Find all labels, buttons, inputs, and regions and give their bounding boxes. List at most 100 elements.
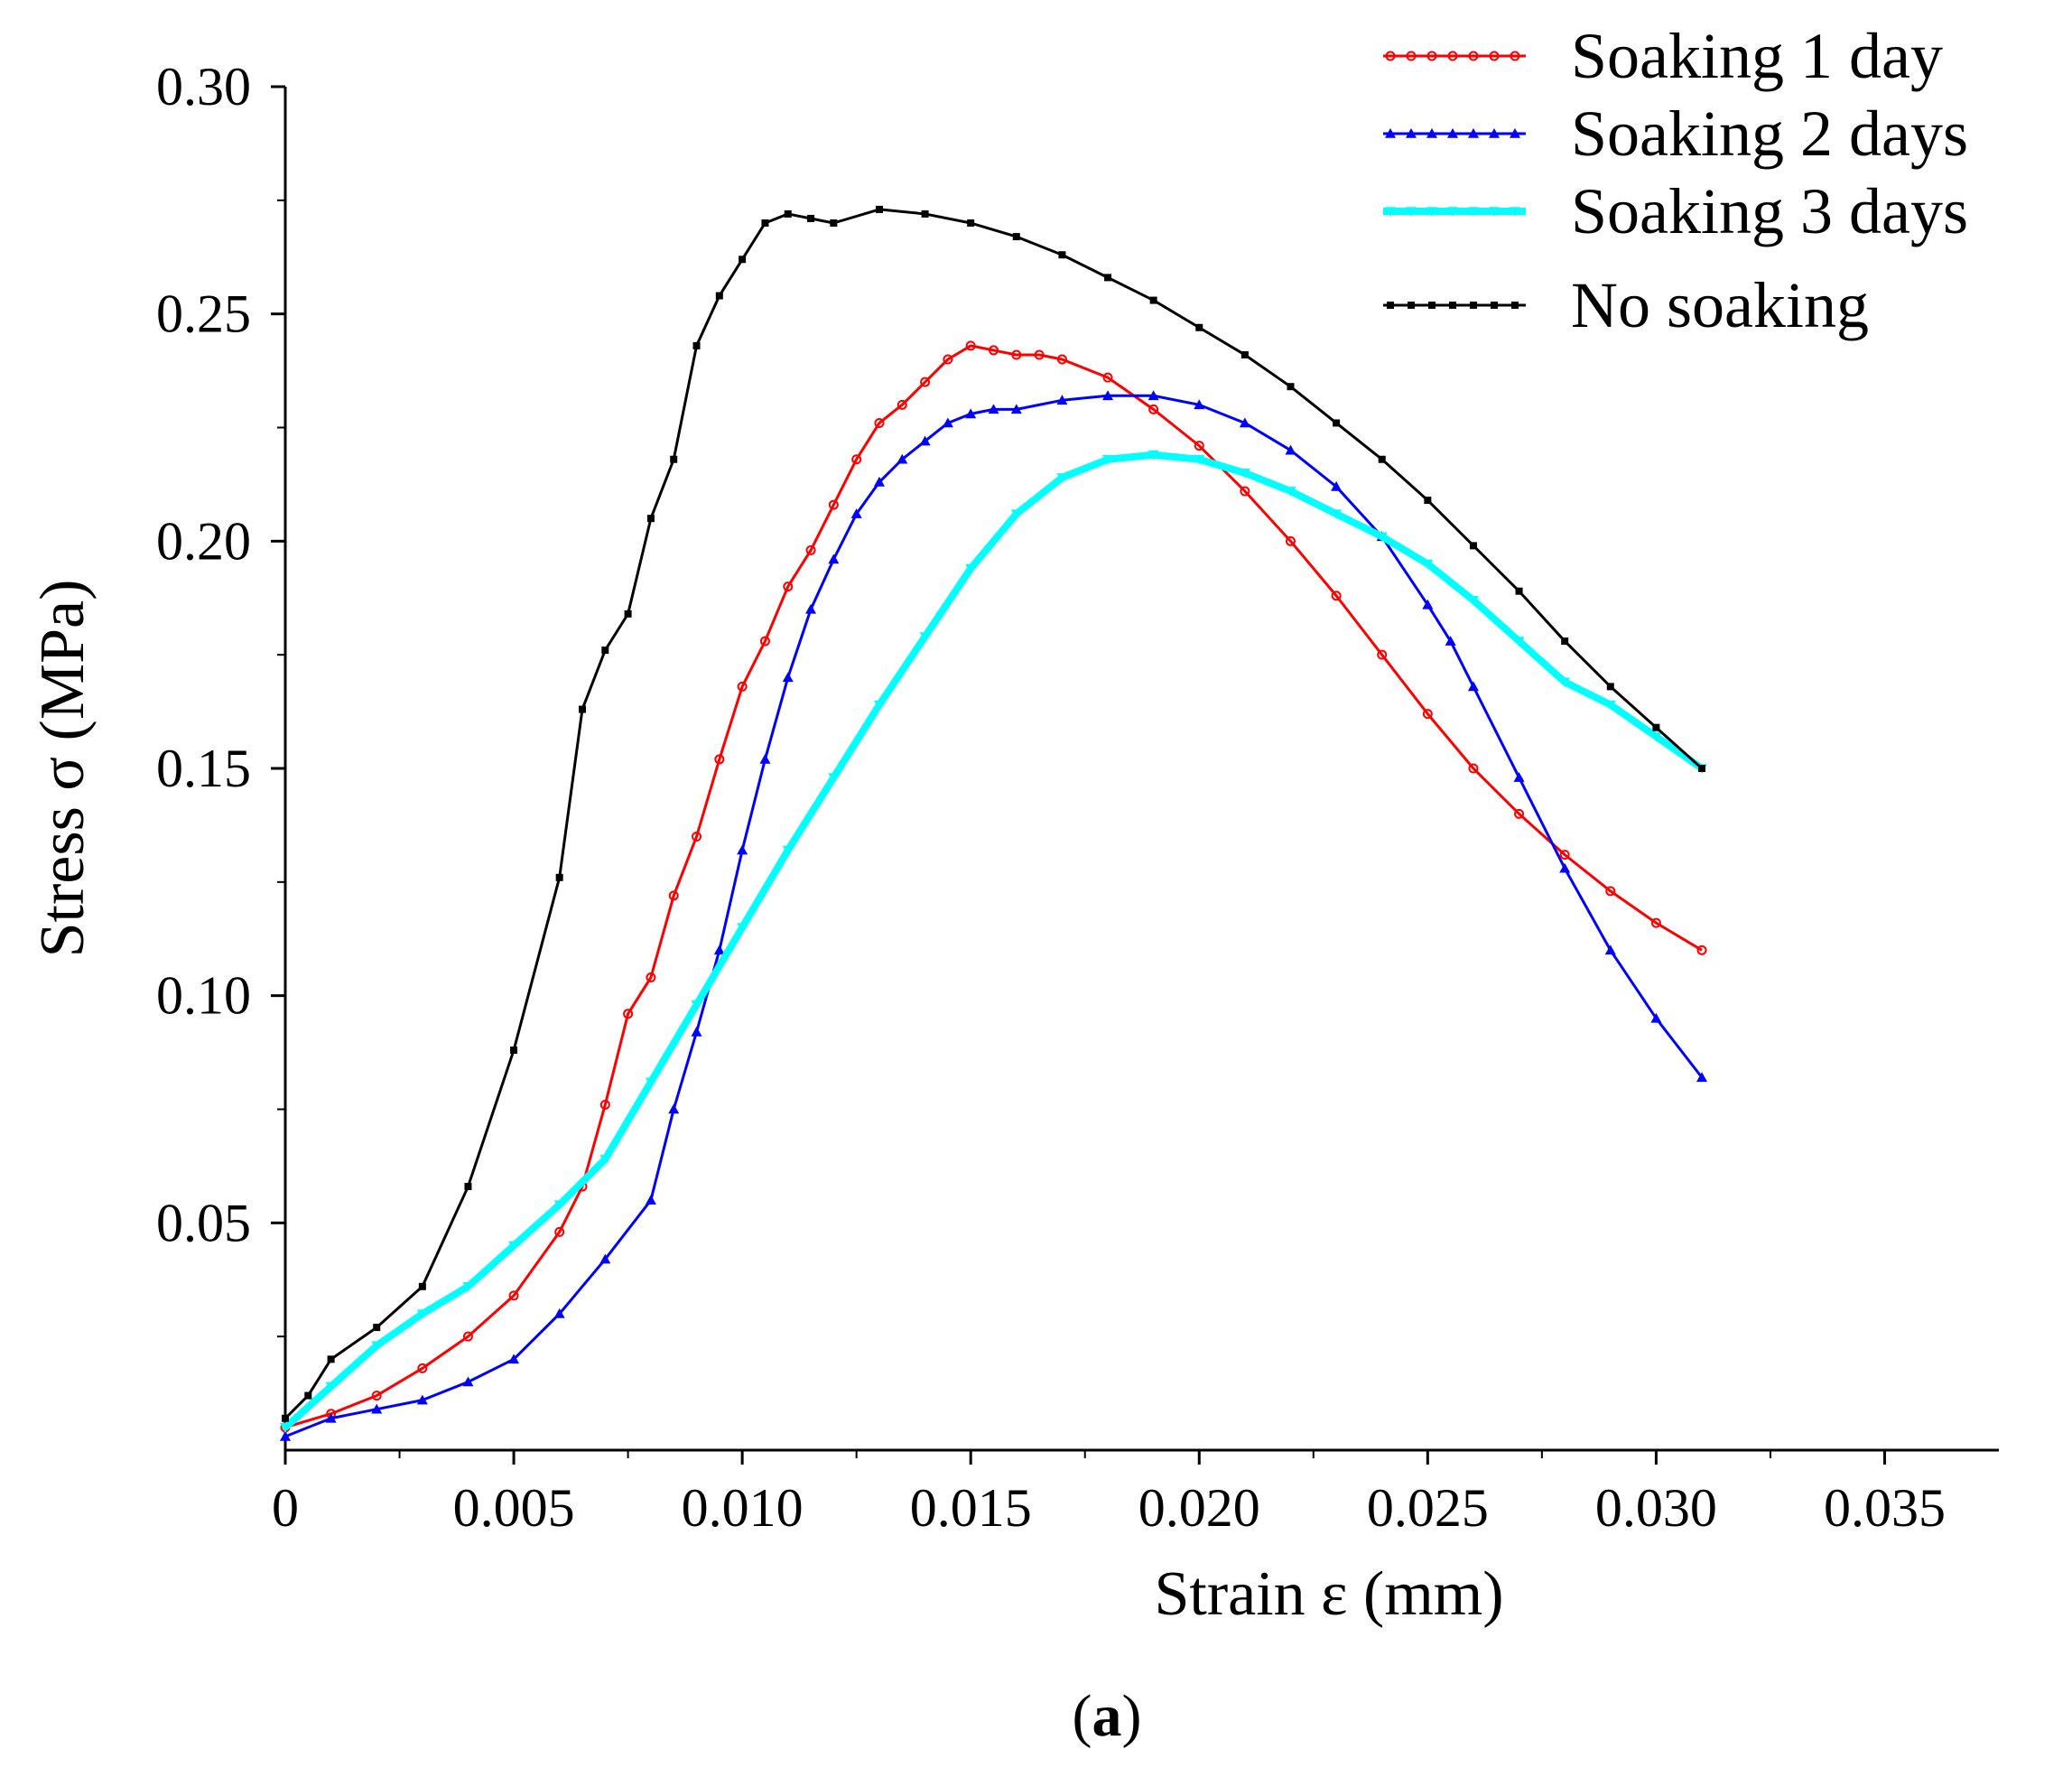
- data-point: [921, 209, 929, 218]
- data-point: [1240, 486, 1250, 497]
- data-point: [325, 1382, 337, 1392]
- x-tick-label: 0.025: [1367, 1478, 1489, 1538]
- data-point: [646, 972, 656, 983]
- legend-marker: [1447, 128, 1458, 138]
- data-point: [553, 1200, 565, 1211]
- legend-marker: [1511, 302, 1519, 309]
- data-point: [418, 1282, 426, 1290]
- data-point: [1376, 532, 1388, 543]
- data-point: [1515, 587, 1523, 595]
- legend-marker: [1387, 302, 1394, 309]
- data-point: [828, 499, 839, 510]
- data-point: [1561, 637, 1569, 646]
- y-tick-label: 0.25: [156, 284, 251, 344]
- data-point: [1467, 681, 1479, 692]
- data-point: [783, 581, 794, 592]
- data-point: [578, 705, 586, 713]
- data-point: [1149, 296, 1157, 304]
- legend-marker: [1489, 51, 1500, 61]
- data-point: [1331, 509, 1343, 520]
- data-point: [601, 647, 609, 655]
- series-no-soaking: [282, 205, 1706, 1422]
- legend-marker: [1489, 207, 1500, 217]
- data-point: [782, 672, 794, 683]
- ticks: 0 0.005 0.010 0.015 0.020 0.025 0.030 0.035 0.05…: [156, 57, 1946, 1538]
- data-point: [782, 845, 794, 856]
- data-point: [508, 1241, 520, 1251]
- legend-item-soaking-2-days: Soaking 2 days: [1383, 98, 1968, 170]
- data-point: [1102, 372, 1113, 383]
- x-tick-label: 0.005: [453, 1478, 575, 1538]
- data-point: [830, 219, 838, 227]
- y-tick-label: 0.05: [156, 1193, 251, 1252]
- series-line-soaking-3-days: [283, 451, 1705, 1430]
- data-point: [1195, 323, 1203, 331]
- data-point: [645, 1195, 656, 1205]
- data-point: [942, 417, 953, 428]
- data-point: [1148, 404, 1159, 414]
- series-soaking-2-days: [280, 390, 1708, 1441]
- legend-label: Soaking 1 day: [1571, 20, 1943, 92]
- legend-marker: [1406, 207, 1417, 217]
- data-point: [761, 219, 769, 227]
- data-point: [1559, 850, 1570, 861]
- data-point: [739, 256, 747, 264]
- data-point: [623, 1009, 634, 1019]
- data-point: [599, 1099, 610, 1110]
- data-point: [989, 345, 999, 356]
- data-point: [1604, 700, 1616, 711]
- data-point: [919, 632, 931, 643]
- data-point: [624, 609, 632, 618]
- series-line-no-soaking: [283, 208, 1704, 1419]
- data-point: [1650, 731, 1662, 742]
- data-point: [1696, 944, 1707, 955]
- data-point: [1240, 350, 1249, 358]
- data-point: [510, 1047, 518, 1055]
- data-point: [1605, 886, 1616, 897]
- data-point: [282, 1414, 289, 1422]
- legend-marker: [1470, 302, 1477, 309]
- x-axis-title: Strain ε (mm): [1154, 1559, 1503, 1629]
- data-point: [325, 1412, 337, 1423]
- data-point: [897, 453, 908, 464]
- data-point: [464, 1183, 472, 1191]
- x-tick-label: 0: [272, 1478, 299, 1538]
- data-point: [599, 1155, 611, 1165]
- x-tick-label: 0.020: [1138, 1478, 1260, 1538]
- y-tick-label: 0.10: [156, 966, 251, 1026]
- data-point: [554, 1226, 565, 1237]
- caption-letter: a: [1092, 1683, 1122, 1749]
- legend-marker: [1510, 51, 1520, 61]
- data-point: [1445, 636, 1456, 646]
- data-point: [1010, 404, 1022, 414]
- data-point: [462, 1282, 474, 1292]
- legend-marker: [1426, 207, 1437, 217]
- data-point: [1698, 765, 1706, 772]
- data-point: [1285, 444, 1296, 455]
- caption-paren-open: (: [1073, 1683, 1092, 1749]
- data-point: [875, 205, 883, 213]
- data-point: [691, 1026, 702, 1037]
- legend-marker: [1510, 128, 1520, 138]
- data-point: [645, 1077, 656, 1088]
- data-point: [715, 292, 723, 300]
- data-point: [1604, 944, 1616, 955]
- data-point: [371, 1341, 383, 1352]
- data-point: [1331, 480, 1343, 491]
- data-point: [1513, 637, 1525, 647]
- data-point: [805, 603, 817, 614]
- data-point: [1058, 251, 1066, 259]
- data-point: [1467, 595, 1479, 606]
- data-point: [1194, 441, 1204, 451]
- x-tick-label: 0.035: [1824, 1478, 1946, 1538]
- data-point: [327, 1355, 335, 1363]
- data-point: [371, 1403, 383, 1414]
- data-point: [599, 1253, 611, 1264]
- legend-item-soaking-1-day: Soaking 1 day: [1383, 20, 1943, 92]
- data-point: [280, 1430, 291, 1441]
- data-point: [1422, 599, 1434, 609]
- data-point: [508, 1354, 520, 1364]
- data-point: [967, 219, 975, 227]
- data-point: [1102, 454, 1114, 465]
